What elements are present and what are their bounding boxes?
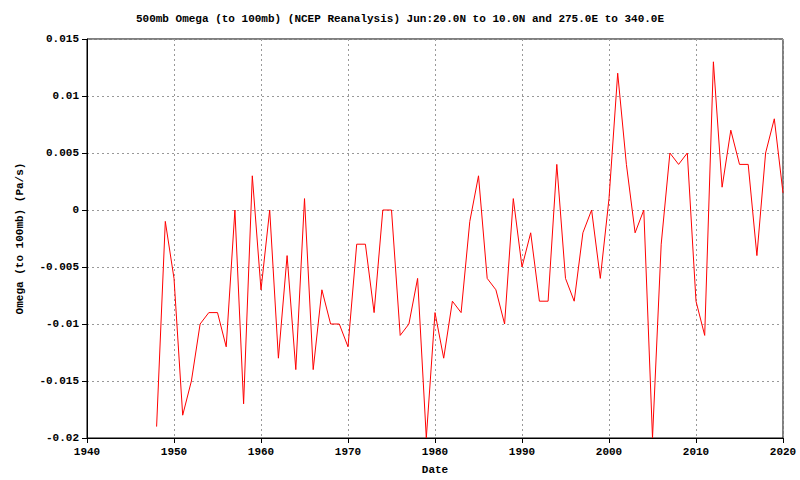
svg-text:0: 0 — [72, 204, 79, 216]
svg-text:-0.015: -0.015 — [39, 375, 79, 387]
svg-text:2020: 2020 — [770, 446, 796, 458]
svg-text:-0.02: -0.02 — [46, 432, 79, 444]
svg-text:-0.01: -0.01 — [46, 318, 79, 330]
svg-text:1990: 1990 — [509, 446, 535, 458]
svg-text:0.015: 0.015 — [46, 33, 79, 45]
svg-text:1940: 1940 — [74, 446, 100, 458]
svg-text:2010: 2010 — [683, 446, 709, 458]
svg-text:1950: 1950 — [161, 446, 187, 458]
svg-text:Date: Date — [422, 464, 449, 476]
svg-text:-0.005: -0.005 — [39, 261, 79, 273]
svg-text:500mb Omega (to 100mb) (NCEP R: 500mb Omega (to 100mb) (NCEP Reanalysis)… — [136, 13, 664, 25]
svg-text:0.005: 0.005 — [46, 147, 79, 159]
svg-text:2000: 2000 — [596, 446, 622, 458]
svg-text:0.01: 0.01 — [53, 90, 80, 102]
svg-text:1980: 1980 — [422, 446, 448, 458]
svg-text:1970: 1970 — [335, 446, 361, 458]
svg-text:Omega (to 100mb) (Pa/s): Omega (to 100mb) (Pa/s) — [14, 163, 26, 315]
svg-text:1960: 1960 — [248, 446, 274, 458]
